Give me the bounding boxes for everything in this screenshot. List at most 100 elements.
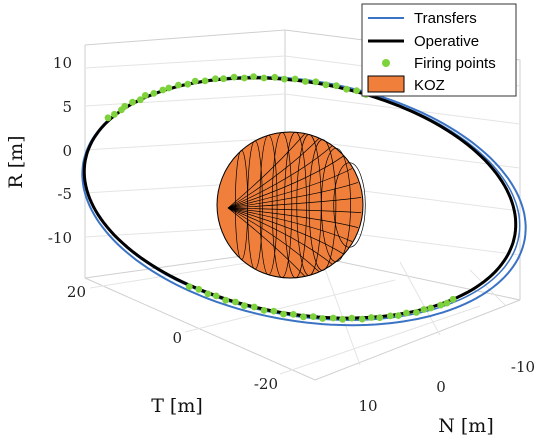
firing-point bbox=[403, 309, 410, 317]
koz-sphere-body bbox=[216, 131, 364, 279]
firing-point bbox=[309, 313, 317, 320]
firing-point bbox=[386, 312, 394, 320]
firing-point bbox=[270, 307, 278, 315]
legend-koz-label: KOZ bbox=[414, 77, 445, 94]
koz-meridian bbox=[227, 207, 344, 255]
firing-point bbox=[212, 75, 219, 83]
x-axis-label: N [m] bbox=[438, 415, 494, 437]
firing-point bbox=[437, 301, 445, 309]
koz-meridian bbox=[227, 207, 353, 242]
koz-meridian bbox=[227, 207, 306, 277]
firing-point bbox=[150, 90, 158, 97]
y-tick: 0 bbox=[172, 329, 182, 347]
firing-points bbox=[104, 73, 457, 323]
firing-point bbox=[339, 315, 346, 323]
firing-point bbox=[230, 73, 238, 81]
firing-point bbox=[427, 304, 435, 312]
firing-point bbox=[222, 296, 230, 304]
firing-point bbox=[281, 75, 288, 83]
y-tick: -20 bbox=[254, 375, 278, 393]
firing-point bbox=[184, 80, 192, 88]
firing-point bbox=[141, 92, 149, 99]
firing-point bbox=[191, 77, 199, 85]
firing-point bbox=[175, 81, 182, 89]
firing-point bbox=[195, 285, 203, 293]
firing-point bbox=[332, 82, 340, 90]
firing-point bbox=[376, 314, 384, 322]
koz-meridian bbox=[227, 133, 306, 209]
firing-point bbox=[300, 313, 307, 321]
firing-point bbox=[104, 114, 112, 122]
koz-meridian bbox=[227, 138, 320, 209]
firing-point bbox=[204, 290, 212, 298]
firing-point bbox=[271, 73, 279, 81]
y-tick: 20 bbox=[67, 283, 86, 301]
koz-parallel bbox=[259, 134, 278, 276]
firing-point bbox=[240, 74, 248, 82]
legend: Transfers Operative Firing points KOZ bbox=[361, 3, 517, 97]
z-tick: 0 bbox=[62, 142, 72, 160]
firing-point bbox=[250, 73, 257, 80]
koz-parallel bbox=[308, 139, 337, 271]
x-tick: -10 bbox=[511, 358, 535, 376]
firing-point bbox=[165, 84, 173, 92]
firing-point bbox=[420, 306, 428, 313]
firing-point bbox=[201, 77, 209, 85]
firing-point bbox=[240, 302, 248, 310]
firing-point bbox=[449, 295, 457, 303]
koz-meridian bbox=[227, 155, 344, 209]
firing-point bbox=[290, 311, 297, 318]
firing-point bbox=[280, 310, 287, 318]
legend-transfers-label: Transfers bbox=[414, 10, 477, 27]
firing-point bbox=[220, 75, 227, 83]
firing-point bbox=[302, 78, 309, 85]
z-tick: 5 bbox=[62, 98, 72, 116]
firing-point bbox=[291, 75, 299, 83]
koz-meridian bbox=[227, 207, 362, 213]
firing-point bbox=[250, 303, 258, 311]
firing-point bbox=[212, 292, 220, 300]
firing-point bbox=[137, 96, 144, 104]
koz-meridian bbox=[227, 197, 362, 209]
axes-box bbox=[84, 29, 521, 381]
firing-point bbox=[260, 74, 268, 82]
firing-point bbox=[413, 309, 420, 316]
koz-parallel bbox=[321, 147, 351, 263]
koz-parallel bbox=[247, 140, 263, 270]
legend-koz-patch bbox=[367, 75, 405, 93]
koz-parallel bbox=[271, 132, 293, 278]
firing-point bbox=[329, 314, 337, 322]
firing-point bbox=[358, 315, 366, 323]
x-axis-ticks: 10 0 -10 bbox=[358, 358, 535, 415]
koz-meridian bbox=[227, 145, 333, 209]
firing-point bbox=[319, 315, 326, 322]
firing-point bbox=[394, 312, 402, 319]
koz-meridian bbox=[227, 207, 333, 265]
y-axis-label: T [m] bbox=[151, 395, 203, 417]
firing-point bbox=[353, 87, 360, 94]
firing-point bbox=[129, 98, 136, 106]
koz-parallel bbox=[284, 131, 307, 279]
x-tick: 10 bbox=[358, 397, 377, 415]
firing-point bbox=[443, 299, 451, 307]
koz-sphere bbox=[216, 131, 366, 279]
z-axis-label: R [m] bbox=[5, 135, 27, 188]
firing-point bbox=[260, 307, 268, 314]
firing-point bbox=[232, 298, 239, 306]
z-axis-ticks: 10 5 0 -5 -10 bbox=[48, 54, 72, 247]
firing-point bbox=[322, 81, 330, 89]
legend-operative-label: Operative bbox=[414, 33, 479, 50]
firing-point bbox=[348, 314, 356, 322]
legend-firing-dot bbox=[382, 59, 390, 67]
y-axis-ticks: 20 0 -20 bbox=[67, 283, 278, 393]
transfers-curve bbox=[81, 75, 527, 327]
z-tick: 10 bbox=[53, 54, 72, 72]
firing-point bbox=[111, 110, 118, 118]
firing-point bbox=[367, 314, 375, 321]
z-tick: -10 bbox=[48, 229, 72, 247]
firing-point bbox=[343, 85, 350, 93]
firing-point bbox=[312, 78, 320, 86]
koz-parallel bbox=[333, 162, 366, 248]
z-tick: -5 bbox=[57, 185, 72, 203]
